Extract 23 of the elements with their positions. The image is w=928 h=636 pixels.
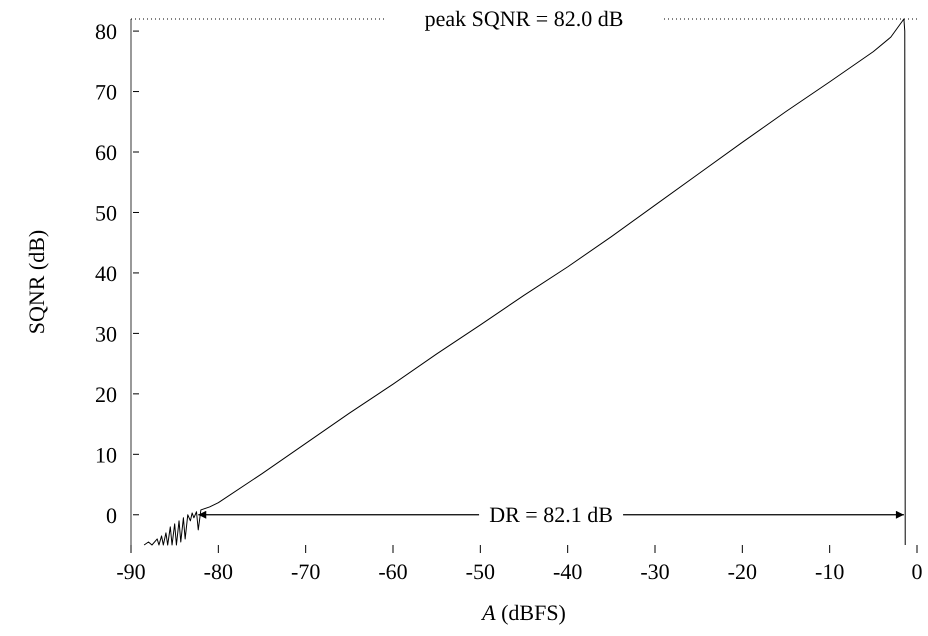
- annotation: DR = 82.1 dB: [489, 502, 613, 527]
- y-tick-label: 30: [95, 321, 117, 346]
- x-tick-label: -60: [378, 559, 408, 584]
- y-tick-label: 80: [95, 19, 117, 44]
- y-tick-label: 50: [95, 200, 117, 226]
- x-tick-label: -40: [553, 559, 582, 584]
- y-tick-label: 0: [106, 502, 117, 528]
- ref-line-label: peak SQNR = 82.0 dB: [424, 6, 624, 31]
- y-tick-label: 70: [95, 80, 117, 105]
- x-tick-label: -30: [640, 559, 670, 584]
- x-tick-label: -50: [466, 559, 495, 584]
- x-tick-label: -10: [815, 559, 844, 584]
- y-tick-label: 60: [95, 140, 117, 166]
- y-axis-title: SQNR (dB): [24, 230, 49, 334]
- x-tick-label: -90: [116, 559, 146, 584]
- y-tick-label: 40: [95, 260, 117, 286]
- x-tick-label: -20: [728, 559, 757, 584]
- y-tick-label: 20: [95, 382, 117, 407]
- x-tick-label: -70: [291, 559, 320, 584]
- y-tick-label: 10: [95, 442, 117, 468]
- x-tick-label: -80: [204, 559, 233, 584]
- x-axis-title: A (dBFS): [480, 600, 566, 625]
- x-tick-label: 0: [912, 559, 922, 584]
